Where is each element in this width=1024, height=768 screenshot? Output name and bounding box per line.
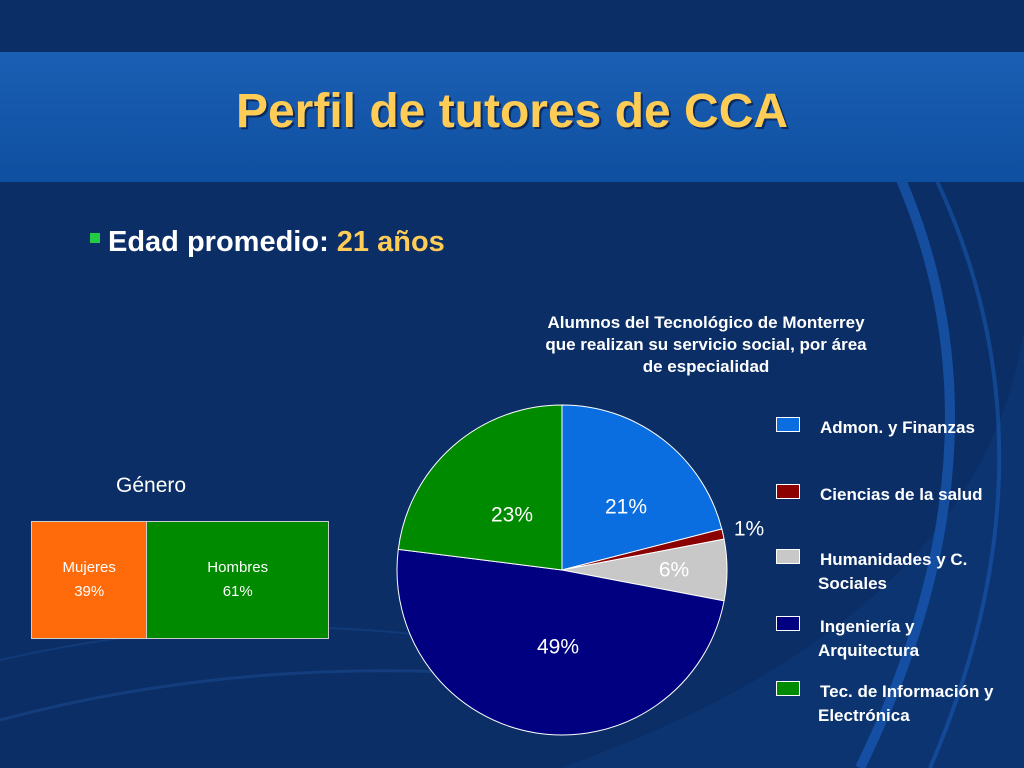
gender-value-hombres: 61%: [222, 583, 253, 600]
legend-label-admon: Admon. y Finanzas: [820, 418, 975, 437]
legend-swatch-admon: [776, 417, 800, 432]
pie-label-ingenieria: 49%: [537, 636, 579, 659]
gender-segment-mujeres: Mujeres 39%: [32, 522, 148, 638]
gender-segment-hombres: Hombres 61%: [147, 522, 328, 638]
legend-label-humanidades: Humanidades y C. Sociales: [818, 550, 968, 593]
title-band: [0, 52, 1024, 182]
legend-label-tecinfo: Tec. de Información y Electrónica: [818, 682, 994, 725]
average-age-bullet: Edad promedio: 21 años: [90, 226, 445, 259]
gender-bar: Mujeres 39% Hombres 61%: [31, 521, 329, 639]
legend-swatch-humanidades: [776, 549, 800, 564]
gender-label-mujeres: Mujeres: [62, 559, 116, 576]
slide-title: Perfil de tutores de CCA: [235, 85, 789, 138]
pie-title-line-3: de especialidad: [642, 357, 770, 376]
gender-label-hombres: Hombres: [207, 559, 269, 576]
legend-label-ingenieria: Ingeniería y Arquitectura: [818, 617, 920, 660]
pie-label-tecinfo: 23%: [491, 504, 533, 527]
average-age-label: Edad promedio:: [108, 226, 329, 258]
legend-swatch-tecinfo: [776, 681, 800, 696]
pie-chart-title: Alumnos del Tecnológico de Monterrey que…: [508, 312, 904, 378]
gender-value-mujeres: 39%: [74, 583, 105, 600]
pie-slice-ingenieria: [396, 548, 725, 736]
bullet-square-icon: [90, 233, 100, 243]
legend-label-salud: Ciencias de la salud: [820, 485, 983, 504]
pie-label-admon: 21%: [605, 496, 647, 519]
pie-slice-admon: [561, 404, 723, 571]
pie-title-line-2: que realizan su servicio social, por áre…: [545, 335, 867, 354]
legend-swatch-ingenieria: [776, 616, 800, 631]
legend-swatch-salud: [776, 484, 800, 499]
pie-label-salud: 1%: [734, 518, 764, 541]
average-age-value: 21 años: [336, 226, 445, 258]
gender-chart-title: Género: [116, 474, 187, 497]
pie-label-humanidades: 6%: [659, 559, 689, 582]
pie-slice-tecinfo: [397, 404, 563, 571]
pie-title-line-1: Alumnos del Tecnológico de Monterrey: [547, 313, 865, 332]
